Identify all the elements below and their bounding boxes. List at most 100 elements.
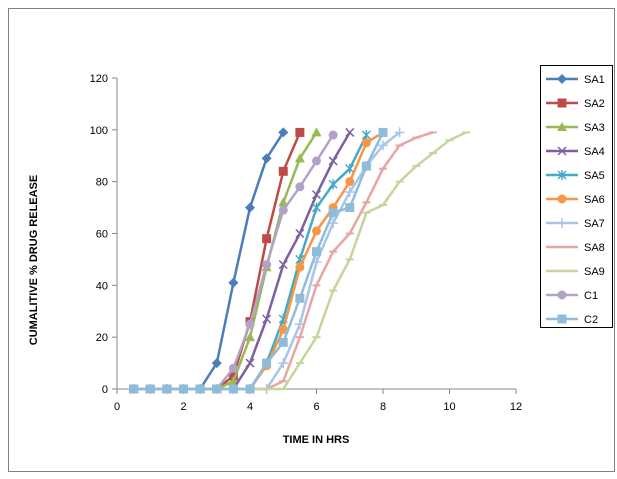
data-point-c1 bbox=[228, 363, 238, 373]
data-point-sa3 bbox=[278, 197, 289, 207]
legend-marker-c2 bbox=[557, 314, 567, 324]
x-tick-label: 6 bbox=[313, 401, 319, 413]
legend-item-c2: C2 bbox=[546, 314, 598, 326]
x-axis-title: TIME IN HRS bbox=[283, 434, 350, 446]
data-point-c2 bbox=[328, 208, 338, 218]
data-point-sa4 bbox=[345, 127, 355, 137]
data-point-c2 bbox=[145, 384, 155, 394]
data-point-c1 bbox=[328, 130, 338, 140]
data-point-c2 bbox=[295, 293, 305, 303]
legend-label-c2: C2 bbox=[584, 314, 598, 326]
data-point-sa1 bbox=[228, 277, 239, 288]
data-point-sa1 bbox=[245, 202, 255, 213]
data-point-sa4 bbox=[311, 190, 322, 200]
data-point-sa1 bbox=[211, 358, 222, 369]
data-point-sa7 bbox=[278, 358, 289, 369]
data-point-sa4 bbox=[328, 156, 338, 166]
data-point-c2 bbox=[162, 384, 172, 394]
x-tick-label: 12 bbox=[510, 401, 522, 413]
data-point-sa2 bbox=[295, 127, 305, 137]
legend-item-sa3: SA3 bbox=[546, 122, 605, 134]
y-tick-label: 40 bbox=[96, 280, 108, 292]
data-point-c2 bbox=[378, 127, 388, 137]
series-c2 bbox=[129, 127, 388, 394]
data-point-sa4 bbox=[245, 358, 255, 368]
data-point-sa5 bbox=[328, 179, 338, 190]
legend-marker-sa4 bbox=[557, 146, 567, 156]
legend-marker-sa7 bbox=[557, 218, 567, 228]
x-tick-label: 0 bbox=[114, 401, 120, 413]
legend-item-sa5: SA5 bbox=[546, 170, 605, 182]
legend-label-sa9: SA9 bbox=[584, 266, 605, 278]
data-point-sa6 bbox=[312, 226, 321, 236]
data-point-c2 bbox=[278, 337, 288, 347]
data-point-sa1 bbox=[278, 127, 289, 138]
legend-label-sa6: SA6 bbox=[584, 194, 605, 206]
data-point-c2 bbox=[345, 203, 355, 213]
data-point-sa4 bbox=[295, 228, 305, 239]
data-point-sa7 bbox=[344, 187, 355, 198]
data-point-c1 bbox=[262, 260, 272, 270]
data-point-sa6 bbox=[361, 138, 371, 148]
data-point-sa2 bbox=[262, 234, 272, 244]
legend-marker-c1 bbox=[557, 290, 567, 300]
data-point-c2 bbox=[228, 384, 238, 394]
data-point-sa6 bbox=[345, 177, 355, 187]
legend-marker-sa5 bbox=[557, 170, 567, 180]
data-point-c2 bbox=[129, 384, 139, 394]
data-point-c2 bbox=[195, 384, 205, 394]
legend-box bbox=[540, 65, 613, 328]
legend-item-sa9: SA9 bbox=[546, 266, 605, 278]
legend-marker-sa6 bbox=[557, 194, 567, 204]
data-point-sa2 bbox=[228, 371, 238, 381]
y-axis-title: CUMALITIVE % DRUG RELEASE bbox=[28, 175, 40, 346]
legend-item-sa7: SA7 bbox=[546, 218, 605, 230]
data-point-c2 bbox=[361, 161, 371, 171]
data-point-sa7 bbox=[394, 127, 405, 138]
y-tick-label: 80 bbox=[96, 177, 108, 189]
data-point-sa1 bbox=[261, 153, 272, 164]
data-point-sa3 bbox=[294, 153, 305, 163]
legend-label-sa7: SA7 bbox=[584, 218, 605, 230]
data-point-c2 bbox=[312, 247, 321, 257]
legend-label-sa1: SA1 bbox=[584, 74, 605, 86]
legend-label-c1: C1 bbox=[584, 290, 598, 302]
y-tick-label: 60 bbox=[96, 229, 108, 241]
x-tick-label: 2 bbox=[180, 401, 186, 413]
data-point-c1 bbox=[278, 205, 288, 215]
data-point-sa3 bbox=[245, 332, 255, 342]
data-point-c2 bbox=[245, 384, 255, 394]
y-tick-label: 20 bbox=[96, 332, 108, 344]
legend-label-sa2: SA2 bbox=[584, 98, 605, 110]
legend-item-c1: C1 bbox=[546, 290, 598, 302]
data-point-sa4 bbox=[262, 314, 272, 324]
legend-marker-sa3 bbox=[557, 122, 567, 131]
legend-marker-sa2 bbox=[557, 98, 567, 108]
data-point-sa2 bbox=[278, 166, 288, 176]
series-line-c2 bbox=[133, 131, 385, 391]
data-point-sa5 bbox=[345, 163, 355, 174]
data-point-sa6 bbox=[295, 262, 305, 272]
data-point-c1 bbox=[245, 319, 255, 329]
legend-item-sa6: SA6 bbox=[546, 194, 605, 206]
data-point-c2 bbox=[262, 358, 272, 368]
data-point-sa5 bbox=[311, 202, 322, 213]
data-point-sa7 bbox=[378, 140, 388, 151]
legend-marker-sa1 bbox=[557, 74, 567, 84]
data-point-c2 bbox=[179, 384, 188, 394]
y-tick-label: 100 bbox=[90, 125, 108, 137]
legend-label-sa3: SA3 bbox=[584, 122, 605, 134]
legend-label-sa5: SA5 bbox=[584, 170, 605, 182]
legend-item-sa2: SA2 bbox=[546, 98, 605, 110]
legend-label-sa4: SA4 bbox=[584, 146, 605, 158]
data-point-sa4 bbox=[278, 260, 288, 270]
y-tick-label: 120 bbox=[90, 73, 108, 85]
x-tick-label: 10 bbox=[443, 401, 455, 413]
data-point-sa3 bbox=[311, 127, 322, 137]
x-tick-label: 4 bbox=[247, 401, 253, 413]
data-point-sa6 bbox=[278, 324, 288, 334]
y-tick-label: 0 bbox=[102, 384, 108, 396]
legend-item-sa1: SA1 bbox=[546, 74, 605, 86]
